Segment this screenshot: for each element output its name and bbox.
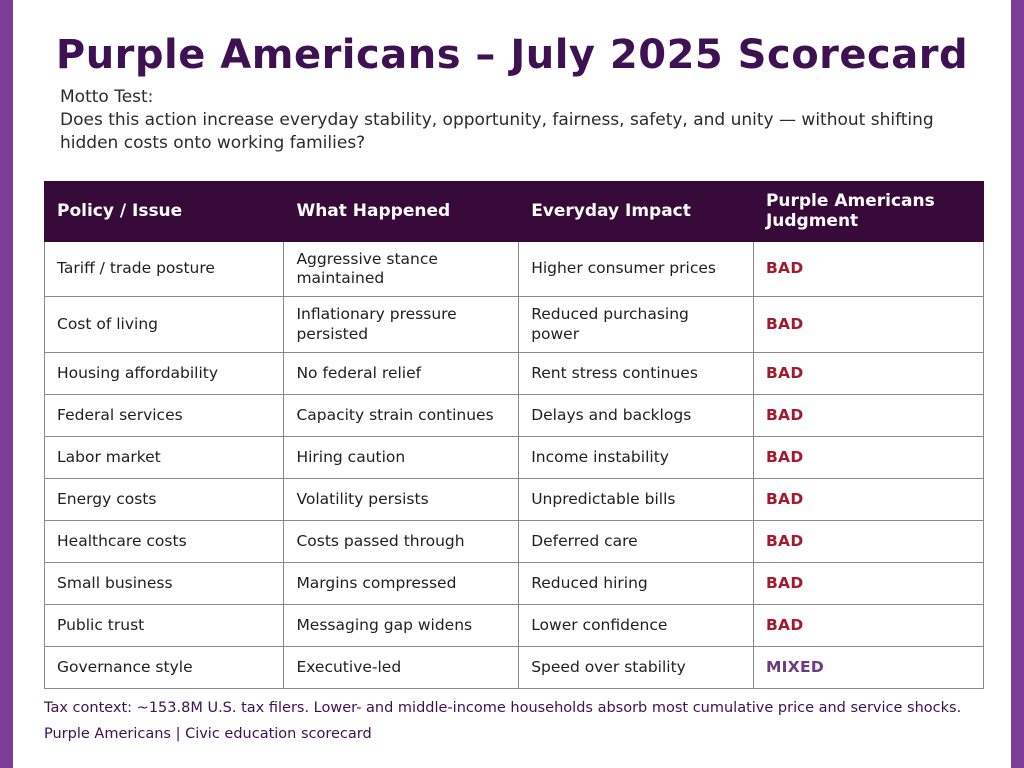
cell-judgment: BAD [752,352,985,396]
cell-everyday-impact: Higher consumer prices [518,240,754,298]
cell-everyday-impact: Deferred care [518,520,754,564]
table-row: Federal services Capacity strain continue… [43,394,985,438]
table-row: Governance style Executive-led Speed over … [43,646,985,690]
cell-judgment: BAD [752,240,985,298]
cell-what-happened: Costs passed through [283,520,520,564]
right-accent-strip [1011,0,1024,768]
motto-question: Does this action increase everyday stabi… [60,109,934,153]
cell-policy-issue: Governance style [43,646,285,690]
cell-everyday-impact: Reduced hiring [518,562,754,606]
cell-what-happened: No federal relief [283,352,520,396]
cell-policy-issue: Tariff / trade posture [43,240,285,298]
cell-judgment: BAD [752,394,985,438]
scorecard-table-body: Tariff / trade posture Aggressive stance … [43,240,985,690]
table-row: Housing affordability No federal relief Re… [43,352,985,396]
cell-everyday-impact: Delays and backlogs [518,394,754,438]
cell-everyday-impact: Rent stress continues [518,352,754,396]
cell-policy-issue: Public trust [43,604,285,648]
cell-judgment: BAD [752,478,985,522]
cell-everyday-impact: Reduced purchasing power [518,296,754,354]
scorecard-table: Policy / Issue What Happened Everyday Im… [43,180,985,690]
table-row: Small business Margins compressed Reduced … [43,562,985,606]
footer-tax-context: Tax context: ~153.8M U.S. tax filers. Lo… [44,700,962,717]
page-title: Purple Americans – July 2025 Scorecard [55,32,969,78]
cell-what-happened: Margins compressed [283,562,520,606]
cell-policy-issue: Labor market [43,436,285,480]
column-header-what-happened: What Happened [283,180,520,242]
table-row: Labor market Hiring caution Income instabi… [43,436,985,480]
cell-what-happened: Capacity strain continues [283,394,520,438]
footer-source-line: Purple Americans | Civic education score… [44,725,372,742]
cell-everyday-impact: Speed over stability [518,646,754,690]
left-accent-strip [0,0,13,768]
cell-policy-issue: Cost of living [43,296,285,354]
cell-policy-issue: Federal services [43,394,285,438]
column-header-judgment: Purple Americans Judgment [752,180,985,242]
cell-everyday-impact: Lower confidence [518,604,754,648]
cell-what-happened: Volatility persists [283,478,520,522]
cell-policy-issue: Energy costs [43,478,285,522]
table-row: Tariff / trade posture Aggressive stance … [43,240,985,298]
column-header-policy-issue: Policy / Issue [43,180,285,242]
motto-label: Motto Test: [60,87,154,107]
cell-what-happened: Executive-led [283,646,520,690]
cell-policy-issue: Housing affordability [43,352,285,396]
cell-judgment: BAD [752,520,985,564]
table-row: Healthcare costs Costs passed through Defe… [43,520,985,564]
footer-block: Tax context: ~153.8M U.S. tax filers. Lo… [44,699,984,744]
cell-judgment: BAD [752,604,985,648]
cell-policy-issue: Healthcare costs [43,520,285,564]
table-row: Cost of living Inflationary pressure pers… [43,296,985,354]
cell-what-happened: Inflationary pressure persisted [283,296,520,354]
cell-policy-issue: Small business [43,562,285,606]
cell-judgment: MIXED [752,646,985,690]
cell-what-happened: Hiring caution [283,436,520,480]
cell-everyday-impact: Income instability [518,436,754,480]
cell-everyday-impact: Unpredictable bills [518,478,754,522]
motto-block: Motto Test: Does this action increase ev… [60,86,940,155]
table-row: Energy costs Volatility persists Unpredict… [43,478,985,522]
cell-judgment: BAD [752,296,985,354]
cell-judgment: BAD [752,436,985,480]
cell-what-happened: Aggressive stance maintained [283,240,520,298]
cell-what-happened: Messaging gap widens [283,604,520,648]
scorecard-table-header: Policy / Issue What Happened Everyday Im… [43,180,985,242]
cell-judgment: BAD [752,562,985,606]
column-header-everyday-impact: Everyday Impact [518,180,754,242]
table-row: Public trust Messaging gap widens Lower co… [43,604,985,648]
